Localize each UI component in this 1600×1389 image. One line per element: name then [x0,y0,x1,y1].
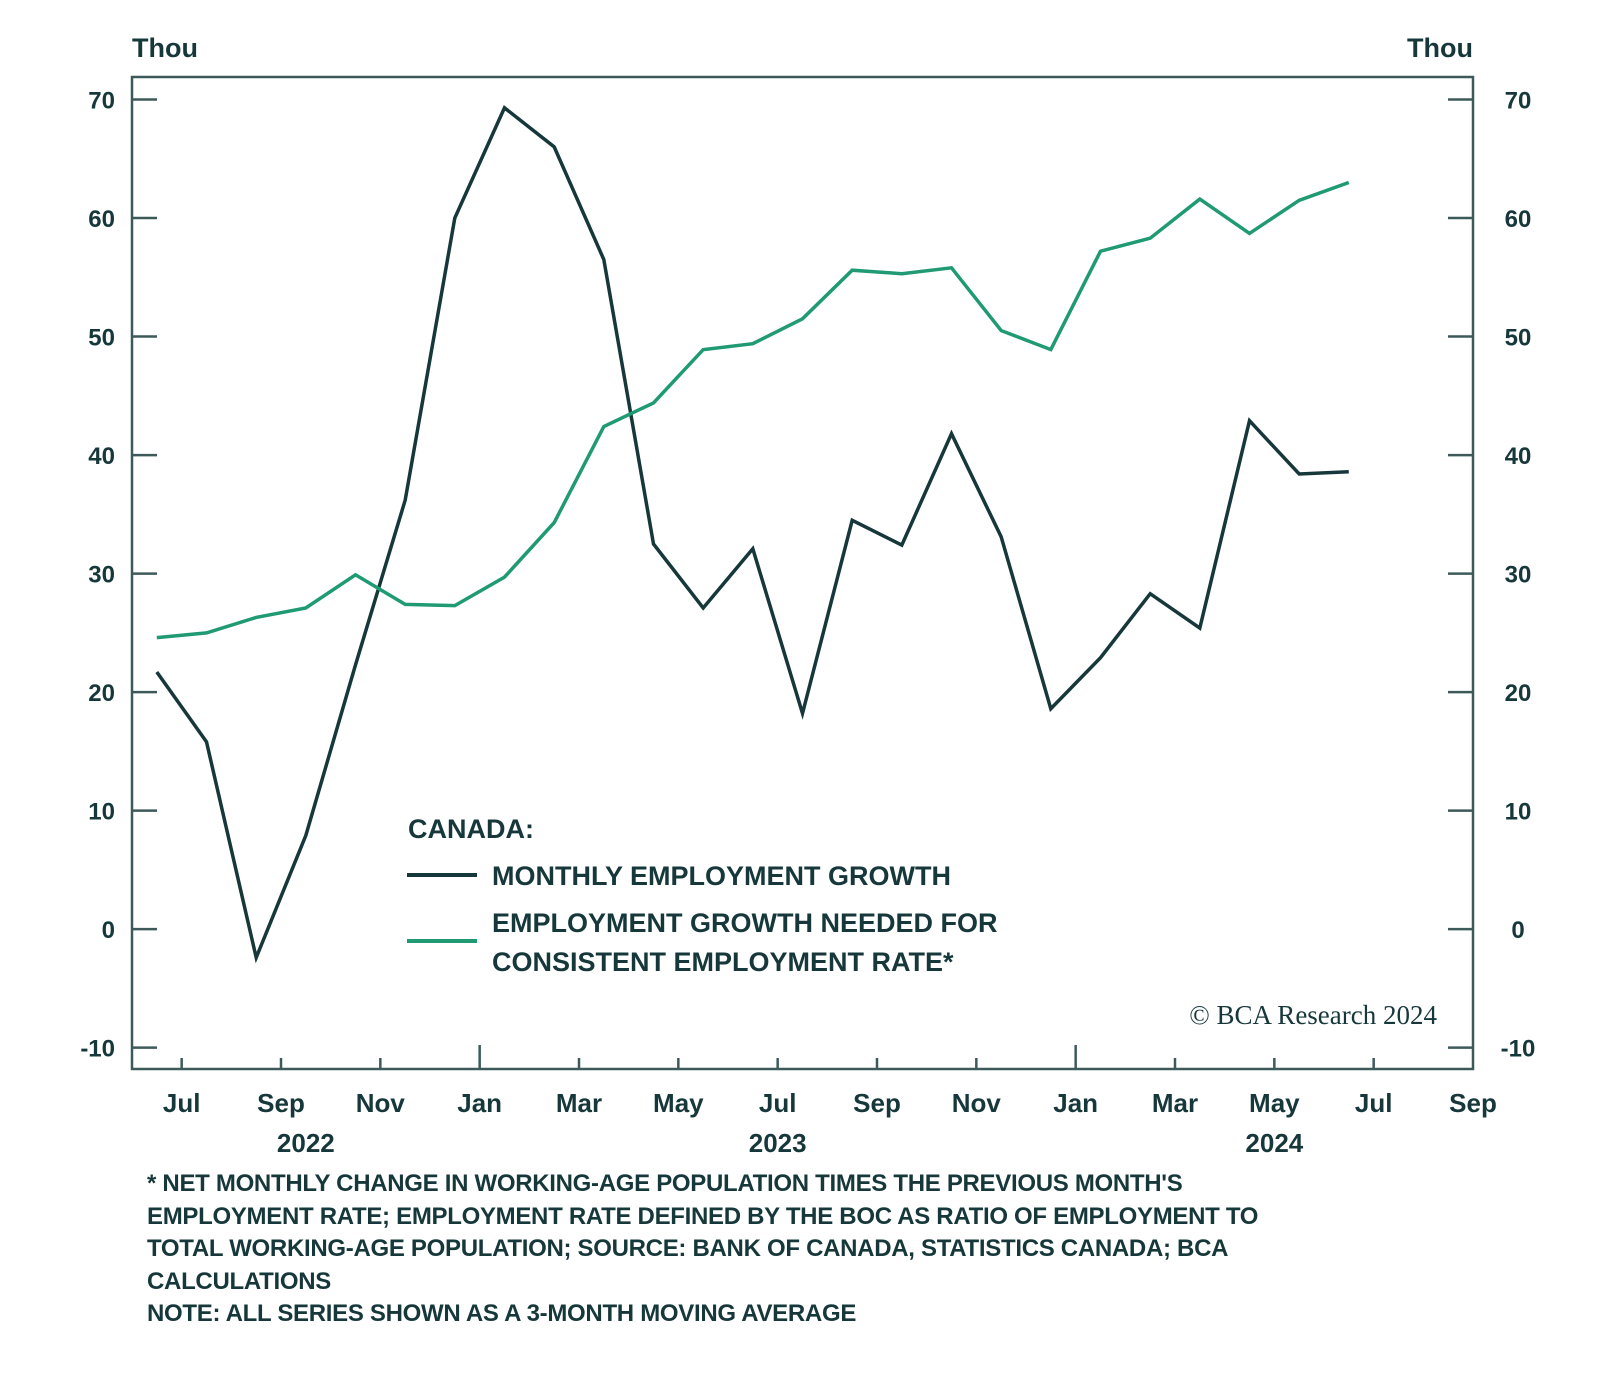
x-tick-label: Jan [457,1088,502,1118]
x-tick-label: Mar [1152,1088,1198,1118]
x-year-label: 2023 [749,1128,807,1158]
x-year-label: 2024 [1245,1128,1303,1158]
x-tick-label: Jul [1355,1088,1393,1118]
y-tick-label-right: 0 [1511,917,1524,944]
y-tick-label-left: 60 [88,206,115,233]
footnote-line: TOTAL WORKING-AGE POPULATION; SOURCE: BA… [147,1235,1229,1262]
y-tick-label-right: 70 [1505,88,1532,115]
y-tick-label-left: 40 [88,443,115,470]
copyright: © BCA Research 2024 [1189,1000,1437,1030]
y-tick-label-left: 10 [88,799,115,826]
y-tick-label-right: 50 [1505,325,1532,352]
right-y-axis: -10 0 10 20 30 40 50 60 70 [1448,88,1535,1063]
y-tick-label-left: 0 [102,917,115,944]
x-tick-label: Jul [163,1088,201,1118]
y-tick-label-right: 40 [1505,443,1532,470]
x-tick-label: Nov [356,1088,406,1118]
x-tick-label: Sep [1449,1088,1497,1118]
x-tick-label: Nov [952,1088,1002,1118]
right-axis-unit: Thou [1407,33,1473,63]
footnote-line: * NET MONTHLY CHANGE IN WORKING-AGE POPU… [147,1170,1183,1197]
y-tick-label-right: 30 [1505,562,1532,589]
y-tick-label-left: 30 [88,562,115,589]
y-tick-label-left: 50 [88,325,115,352]
legend-label-monthly-growth: MONTHLY EMPLOYMENT GROWTH [492,861,951,891]
y-tick-label-right: -10 [1501,1036,1536,1063]
x-axis: Jul Sep Nov Jan Mar May Jul Sep Nov Jan Mar May Jul S… [163,1045,1497,1158]
series-line-monthly-employment-growth [155,105,1349,964]
y-tick-label-right: 20 [1505,680,1532,707]
x-tick-label: May [653,1088,704,1118]
y-tick-label-left: 20 [88,680,115,707]
y-tick-label-right: 10 [1505,799,1532,826]
legend-title: CANADA: [408,814,534,844]
x-year-label: 2022 [277,1128,335,1158]
left-y-axis: -10 0 10 20 30 40 50 60 70 [80,88,157,1063]
left-axis-unit: Thou [132,33,198,63]
legend: CANADA: MONTHLY EMPLOYMENT GROWTH EMPLOY… [407,814,998,977]
y-tick-label-left: -10 [80,1036,115,1063]
legend-label-needed-growth-line1: EMPLOYMENT GROWTH NEEDED FOR [492,908,998,938]
footnote-line: EMPLOYMENT RATE; EMPLOYMENT RATE DEFINED… [147,1202,1259,1230]
series-lines [155,105,1350,964]
x-tick-label: Sep [853,1088,901,1118]
y-tick-label-left: 70 [88,88,115,115]
x-tick-label: Jul [759,1088,797,1118]
series-line-employment-growth-needed [156,180,1350,640]
footnote-line: NOTE: ALL SERIES SHOWN AS A 3-MONTH MOVI… [147,1300,857,1327]
x-tick-label: Jan [1053,1088,1098,1118]
legend-label-needed-growth-line2: CONSISTENT EMPLOYMENT RATE* [492,947,954,977]
footnote: * NET MONTHLY CHANGE IN WORKING-AGE POPU… [147,1168,1447,1331]
y-tick-label-right: 60 [1505,206,1532,233]
employment-chart: Thou Thou -10 0 10 20 30 40 50 60 70 -10 0 10 20 30 4… [80,33,1535,1158]
x-tick-label: Sep [257,1088,305,1118]
x-tick-label: May [1249,1088,1300,1118]
x-tick-label: Mar [556,1088,602,1118]
footnote-line: CALCULATIONS [147,1267,331,1295]
